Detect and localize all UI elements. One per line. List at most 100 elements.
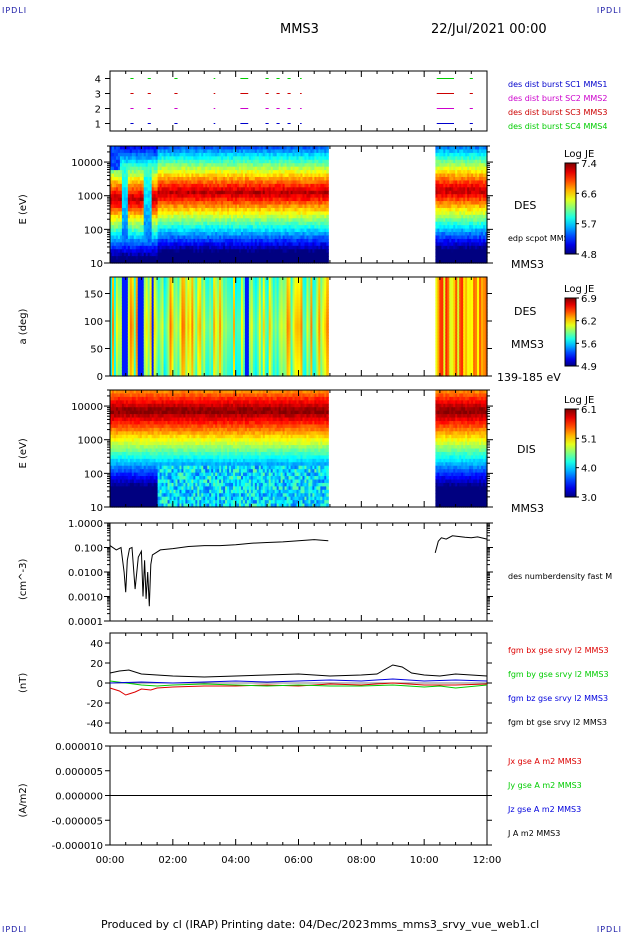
des-energy-panel-cell	[286, 207, 290, 212]
des-energy-panel-cell	[280, 201, 284, 206]
des-energy-panel-cell	[451, 170, 454, 175]
des-energy-panel-cell	[304, 252, 308, 257]
des-energy-panel-cell	[483, 163, 486, 168]
des-energy-panel-cell	[163, 232, 167, 237]
des-energy-panel-cell	[290, 194, 294, 199]
des-energy-panel-cell	[461, 176, 464, 182]
des-energy-panel-cell	[264, 245, 268, 250]
des-energy-panel-ytick-label: 100	[84, 225, 103, 236]
des-pitch-panel-cell	[110, 329, 113, 333]
des-energy-panel-cell	[459, 249, 462, 254]
des-energy-panel-cell	[193, 252, 196, 257]
des-energy-panel-cell	[288, 218, 292, 223]
des-energy-panel-cell	[119, 211, 123, 216]
des-energy-panel-cell	[310, 211, 313, 216]
des-energy-panel-cell	[437, 149, 440, 154]
des-energy-panel-cell	[149, 180, 153, 185]
des-energy-panel-cell	[143, 156, 147, 161]
des-energy-panel-cell	[326, 170, 329, 175]
des-energy-panel-cell	[127, 194, 131, 199]
des-energy-panel-cell	[485, 252, 488, 257]
des-energy-panel-cell	[199, 152, 202, 157]
des-energy-panel-cell	[121, 190, 125, 195]
des-energy-panel-cell	[229, 190, 232, 195]
des-energy-panel-cell	[459, 256, 462, 261]
des-energy-panel-cell	[481, 204, 484, 209]
des-energy-panel-cell	[141, 249, 145, 254]
des-energy-panel-cell	[256, 173, 260, 178]
des-energy-panel-cell	[254, 225, 258, 230]
des-energy-panel-cell	[149, 225, 153, 230]
des-energy-panel-cell	[280, 238, 284, 243]
des-energy-panel-cell	[264, 183, 268, 188]
des-energy-panel-cell	[183, 180, 186, 185]
des-energy-panel-cell	[175, 214, 179, 219]
des-energy-panel-cell	[229, 194, 232, 199]
des-energy-panel-cell	[236, 176, 240, 182]
des-pitch-panel-cell	[111, 288, 115, 293]
des-energy-panel-cell	[441, 156, 444, 161]
des-energy-panel-cell	[288, 238, 292, 243]
des-energy-panel-cell	[157, 173, 161, 178]
des-energy-panel-cell	[129, 238, 133, 243]
des-energy-panel-cell	[485, 232, 488, 237]
des-energy-panel-cell	[165, 149, 169, 154]
des-energy-panel-cell	[457, 163, 460, 168]
des-energy-panel-cell	[127, 238, 131, 243]
des-pitch-panel-cell	[113, 355, 117, 360]
des-energy-panel-cell	[135, 245, 139, 250]
des-energy-panel-cell	[286, 146, 290, 151]
des-energy-panel-cell	[191, 211, 194, 216]
des-energy-panel-cell	[181, 245, 185, 250]
des-energy-panel-cell	[467, 183, 470, 188]
des-energy-panel-cell	[320, 190, 323, 195]
des-energy-panel-cell	[270, 176, 274, 182]
des-energy-panel-cell	[274, 149, 278, 154]
des-energy-panel-cell	[117, 156, 121, 161]
des-energy-panel-cell	[475, 194, 478, 199]
des-energy-panel-cell	[286, 159, 290, 164]
des-energy-panel-cell	[238, 180, 242, 185]
des-energy-panel-cell	[280, 214, 284, 219]
des-energy-panel-cell	[304, 163, 308, 168]
des-energy-panel-cell	[127, 197, 131, 202]
des-energy-panel-cell	[217, 183, 220, 188]
des-energy-panel-cell	[133, 163, 137, 168]
des-pitch-panel-cell	[110, 294, 113, 298]
des-energy-panel-cell	[209, 252, 212, 257]
des-energy-panel-cell	[223, 245, 226, 250]
des-energy-panel-cell	[248, 149, 252, 154]
des-pitch-panel-cell	[113, 335, 117, 339]
des-energy-panel-cell	[199, 232, 202, 237]
des-energy-panel-cell	[300, 156, 304, 161]
des-energy-panel-cell	[235, 218, 238, 223]
des-energy-panel-cell	[177, 218, 181, 223]
des-energy-panel-cell	[147, 180, 151, 185]
des-energy-panel-cell	[141, 166, 145, 171]
des-energy-panel-cell	[258, 197, 262, 202]
des-energy-panel-cell	[151, 211, 155, 216]
des-energy-panel-cell	[137, 159, 141, 164]
des-energy-panel-cell	[183, 201, 186, 206]
des-energy-panel-cell	[260, 249, 264, 254]
des-energy-panel-cell	[123, 183, 127, 188]
des-energy-panel-cell	[133, 170, 137, 175]
des-energy-panel-cell	[435, 197, 438, 202]
des-energy-panel-cell	[276, 166, 280, 171]
des-energy-panel-cell	[483, 197, 486, 202]
des-energy-panel-cell	[217, 166, 220, 171]
des-energy-panel-cell	[296, 146, 300, 151]
des-energy-panel-cell	[177, 242, 181, 247]
des-energy-panel-cell	[457, 149, 460, 154]
des-energy-panel-cell	[167, 207, 171, 212]
des-pitch-panel-cell	[113, 314, 117, 319]
des-energy-panel-cell	[469, 235, 472, 240]
des-energy-panel-cell	[475, 159, 478, 164]
des-energy-panel-cell	[292, 238, 296, 243]
des-energy-panel-cell	[439, 156, 442, 161]
des-energy-panel-cell	[312, 183, 315, 188]
des-energy-panel-cell	[465, 201, 468, 206]
des-energy-panel-cell	[473, 180, 476, 185]
des-energy-panel-cell	[306, 249, 310, 254]
des-energy-panel-cell	[236, 235, 240, 240]
